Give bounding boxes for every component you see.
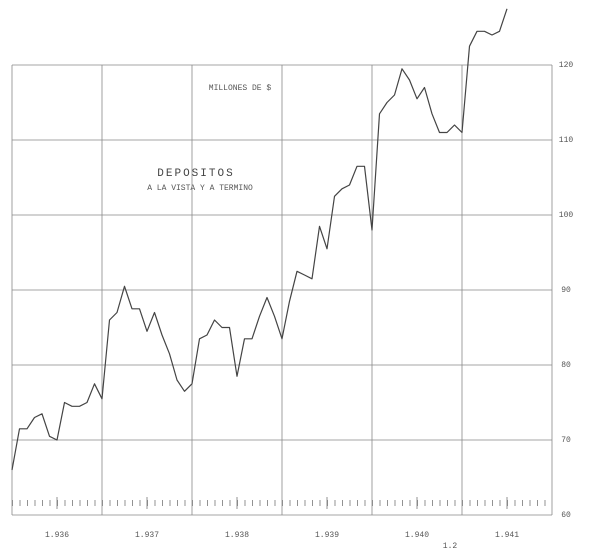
- x-tick-label: 1.937: [135, 531, 159, 540]
- chart-title: DEPOSITOS: [157, 168, 234, 180]
- y-tick-label: 70: [561, 436, 571, 445]
- x-tick-label: 1.941: [495, 531, 519, 540]
- x-tick-label: 1.938: [225, 531, 249, 540]
- x-tick-label: 1.939: [315, 531, 339, 540]
- y-tick-label: 80: [561, 361, 571, 370]
- y-tick-label: 100: [559, 211, 574, 220]
- y-axis-label: MILLONES DE $: [209, 84, 272, 93]
- x-tick-label: 1.940: [405, 531, 429, 540]
- x-tick-label: 1.936: [45, 531, 69, 540]
- data-line: [11, 8, 508, 471]
- y-tick-label: 90: [561, 286, 571, 295]
- y-tick-label: 120: [559, 61, 574, 70]
- y-tick-label: 60: [561, 511, 571, 520]
- chart-subtitle: A LA VISTA Y A TERMINO: [147, 184, 253, 193]
- y-tick-label: 110: [559, 136, 574, 145]
- annotation: 1.2: [443, 542, 458, 551]
